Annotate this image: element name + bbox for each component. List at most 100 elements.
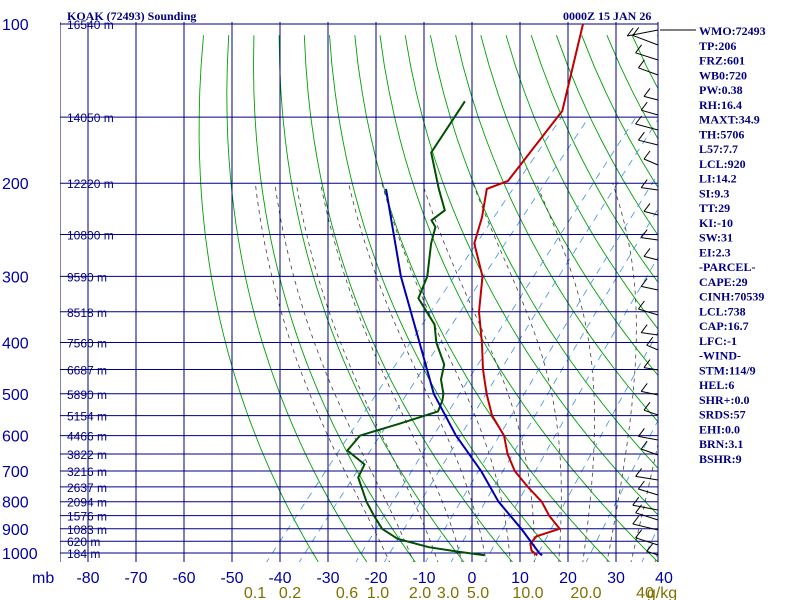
wind-barb [635, 475, 659, 481]
wind-barb [635, 123, 659, 131]
wind-barb [635, 52, 659, 61]
wind-barb-flag [638, 428, 645, 437]
height-label: 2637 m [67, 481, 107, 495]
index-item: STM:114/9 [699, 363, 756, 377]
temperature-tick-label: -40 [268, 570, 291, 587]
index-item: RH:16.4 [699, 98, 742, 112]
index-item: L57:7.7 [699, 142, 738, 156]
wind-barb-flag [640, 383, 648, 392]
wind-barb [643, 255, 659, 261]
wind-barb [638, 67, 659, 76]
mixing-ratio-label: 0.6 [336, 585, 358, 600]
height-label: 3822 m [67, 448, 107, 462]
index-item: LI:14.2 [699, 172, 737, 186]
wind-barb-flag [638, 300, 645, 310]
pressure-tick-label: 100 [2, 17, 29, 34]
pressure-tick-label: 400 [2, 335, 29, 352]
index-item: -WIND- [699, 349, 741, 363]
height-label: 184 m [67, 547, 100, 561]
mixing-ratio-label: 0.1 [244, 585, 266, 600]
mixing-ratio-label: 10.0 [512, 585, 543, 600]
wind-barb [632, 523, 659, 531]
mixing-ratio-label: 20.0 [570, 585, 601, 600]
wind-barb-flag [643, 150, 651, 160]
wind-barb [638, 435, 659, 441]
wind-barb [641, 332, 659, 336]
pressure-tick-label: 900 [2, 522, 29, 539]
index-item: BRN:3.1 [699, 437, 743, 451]
wind-barb-flag [640, 278, 648, 287]
wind-barb-flag [640, 440, 648, 450]
index-item: SW:31 [699, 231, 733, 245]
dry-adiabat [429, 35, 658, 469]
temperature-tick-label: -20 [364, 570, 387, 587]
index-item: LCL:738 [699, 304, 746, 318]
wind-barb-flag [640, 229, 648, 238]
index-item: LCL:920 [699, 157, 746, 171]
height-label: 4466 m [67, 430, 107, 444]
moist-adiabat [295, 183, 439, 562]
temperature-tick-label: 20 [559, 570, 577, 587]
traces [345, 23, 584, 557]
wind-barb-flag [635, 44, 642, 54]
temperature-tick-label: -30 [316, 570, 339, 587]
height-label: 1576 m [67, 510, 107, 524]
temperature-tick-label: -80 [76, 570, 99, 587]
moist-adiabat [472, 183, 562, 562]
pressure-tick-label: 300 [2, 269, 29, 286]
index-item: WB0:720 [699, 68, 747, 82]
wind-barb-flag [635, 504, 642, 514]
index-item: TP:206 [699, 39, 736, 53]
wind-barb-flag [640, 101, 648, 111]
height-label: 1083 m [67, 523, 107, 537]
wind-barb [635, 512, 659, 521]
index-item: TT:29 [699, 201, 730, 215]
mixing-ratio-label: 2.0 [409, 585, 431, 600]
index-item: SHR+:0.0 [699, 393, 750, 407]
pressure-unit-label: mb [32, 570, 54, 587]
wind-barb [632, 504, 659, 511]
wind-barb [632, 34, 659, 46]
temperature-tick-label: -10 [412, 570, 435, 587]
dry-adiabat [404, 35, 658, 516]
wind-barb [641, 187, 659, 191]
temperature-tick-label: 30 [607, 570, 625, 587]
wind-barb-flag [635, 529, 642, 539]
pressure-tick-label: 500 [2, 387, 29, 404]
wind-barb-flag [635, 115, 642, 125]
wind-barbs [626, 27, 659, 556]
index-item: CAP:16.7 [699, 319, 749, 333]
wind-barb [643, 409, 659, 416]
temperature-tick-label: 40 [655, 570, 673, 587]
temperature-tick-label: -50 [220, 570, 243, 587]
wind-barb-flag [646, 543, 654, 552]
index-item: PW:0.38 [699, 83, 743, 97]
index-item: FRZ:601 [699, 54, 745, 68]
wind-barb-flag [632, 27, 640, 36]
moist-adiabat [536, 183, 595, 562]
wind-barb-flag [638, 480, 645, 490]
wind-barb [643, 95, 659, 101]
height-label: 12220 m [67, 177, 114, 191]
pressure-tick-label: 600 [2, 429, 29, 446]
wind-barb-flag [643, 248, 651, 257]
mixing-ratio-label: 1.0 [367, 585, 389, 600]
index-item: BSHR:9 [699, 452, 742, 466]
dry-adiabat [329, 35, 562, 562]
parcel-trace [385, 188, 543, 557]
wind-barb-flag [638, 131, 645, 141]
wind-barb-flag [643, 203, 651, 212]
grid [60, 22, 658, 562]
moist-adiabat [348, 183, 487, 562]
wind-barb [627, 29, 659, 37]
height-label: 14050 m [67, 111, 114, 125]
wind-barb [643, 158, 659, 166]
dry-adiabat [253, 35, 416, 562]
mixing-ratio-label: 3.0 [437, 585, 459, 600]
wind-barb [638, 308, 659, 316]
dewpoint-trace [345, 100, 485, 557]
temperature-tick-label: 0 [468, 570, 477, 587]
dry-adiabat [505, 35, 658, 330]
